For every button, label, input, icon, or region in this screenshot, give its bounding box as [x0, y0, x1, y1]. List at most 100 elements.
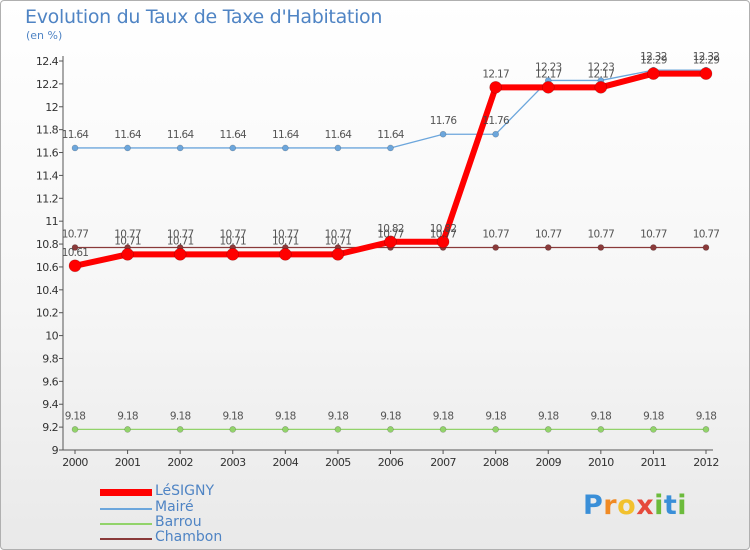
- legend-label-lesigny: LéSIGNY: [155, 483, 215, 499]
- data-point-barrou: [650, 426, 657, 433]
- data-label-maire: 11.64: [272, 129, 300, 141]
- data-label-barrou: 9.18: [65, 410, 86, 422]
- data-point-barrou: [282, 426, 289, 433]
- x-tick-label: 2012: [693, 456, 719, 469]
- data-point-barrou: [229, 426, 237, 433]
- legend-swatch-lesigny: [100, 489, 152, 496]
- y-tick-label: 11: [45, 215, 58, 228]
- y-tick-label: 12.2: [36, 78, 58, 91]
- data-label-lesigny: 12.29: [640, 55, 667, 67]
- x-tick-label: 2001: [115, 456, 141, 469]
- data-label-chambon: 10.77: [377, 228, 404, 240]
- data-point-maire: [387, 144, 394, 152]
- data-label-barrou: 9.18: [380, 410, 401, 422]
- data-point-barrou: [334, 426, 342, 433]
- data-point-barrou: [176, 426, 184, 433]
- data-label-lesigny: 10.82: [430, 223, 457, 235]
- data-label-lesigny: 12.29: [693, 55, 720, 67]
- data-label-chambon: 10.77: [430, 228, 457, 240]
- data-point-chambon: [597, 244, 605, 251]
- data-point-maire: [334, 144, 342, 152]
- data-point-lesigny: [279, 248, 292, 261]
- data-point-barrou: [597, 426, 605, 433]
- data-label-barrou: 9.18: [538, 410, 559, 422]
- x-tick-label: 2003: [220, 456, 246, 469]
- x-tick-label: 2007: [430, 456, 456, 469]
- data-label-maire: 11.64: [62, 129, 90, 141]
- data-label-chambon: 10.77: [325, 228, 352, 240]
- data-label-chambon: 10.77: [640, 228, 667, 240]
- y-tick-label: 12.4: [36, 55, 59, 68]
- y-tick-label: 9.2: [42, 421, 58, 434]
- data-label-barrou: 9.18: [485, 410, 506, 422]
- legend-swatch-barrou: [100, 523, 152, 525]
- data-point-barrou: [71, 426, 79, 433]
- data-label-barrou: 9.18: [696, 410, 717, 422]
- data-point-maire: [229, 144, 237, 152]
- y-tick-label: 11.2: [36, 192, 58, 205]
- y-tick-label: 11.4: [36, 169, 59, 182]
- data-point-maire: [282, 144, 289, 152]
- x-tick-label: 2005: [325, 456, 351, 469]
- data-point-barrou: [124, 426, 131, 433]
- x-tick-label: 2002: [167, 456, 193, 469]
- data-label-lesigny: 10.61: [62, 247, 89, 259]
- data-label-lesigny: 12.17: [482, 68, 509, 80]
- x-tick-label: 2000: [62, 456, 88, 469]
- data-label-barrou: 9.18: [170, 410, 191, 422]
- data-label-chambon: 10.77: [219, 228, 246, 240]
- data-point-chambon: [71, 244, 79, 251]
- data-label-chambon: 10.77: [114, 228, 141, 240]
- data-label-barrou: 9.18: [643, 410, 664, 422]
- data-point-barrou: [702, 426, 710, 433]
- x-tick-label: 2011: [641, 456, 667, 469]
- data-label-maire: 12.32: [693, 51, 720, 63]
- data-point-chambon: [702, 244, 710, 251]
- y-tick-label: 11.6: [36, 147, 59, 160]
- legend-swatch-maire: [100, 508, 152, 510]
- data-point-barrou: [492, 426, 499, 433]
- legend-label-barrou: Barrou: [155, 514, 202, 530]
- data-point-maire: [124, 144, 131, 152]
- data-label-chambon: 10.77: [62, 228, 89, 240]
- x-tick-label: 2009: [535, 456, 561, 469]
- data-label-barrou: 9.18: [433, 410, 454, 422]
- data-point-lesigny: [436, 235, 450, 249]
- data-label-lesigny: 10.71: [219, 235, 246, 247]
- x-tick-label: 2008: [483, 456, 509, 469]
- data-point-chambon: [544, 244, 552, 251]
- data-label-maire: 12.32: [640, 51, 667, 63]
- y-tick-label: 10.8: [36, 238, 59, 251]
- data-label-barrou: 9.18: [591, 410, 612, 422]
- data-label-chambon: 10.77: [272, 228, 299, 240]
- y-tick-label: 10.2: [36, 307, 58, 320]
- legend-swatch-chambon: [100, 538, 152, 540]
- data-point-lesigny: [226, 248, 240, 261]
- data-label-chambon: 10.77: [588, 228, 615, 240]
- data-point-barrou: [387, 426, 394, 433]
- data-label-lesigny: 10.71: [167, 235, 194, 247]
- data-label-maire: 12.23: [535, 61, 562, 73]
- data-label-barrou: 9.18: [275, 410, 296, 422]
- data-label-lesigny: 10.82: [377, 223, 404, 235]
- data-label-maire: 11.64: [167, 129, 195, 141]
- data-point-maire: [71, 144, 79, 152]
- y-tick-label: 9: [52, 444, 59, 457]
- data-point-maire: [176, 144, 184, 152]
- data-point-lesigny: [647, 67, 660, 80]
- data-point-barrou: [544, 426, 552, 433]
- data-label-barrou: 9.18: [222, 410, 243, 422]
- data-label-maire: 11.64: [377, 129, 405, 141]
- x-tick-label: 2004: [273, 456, 299, 469]
- y-tick-label: 11.8: [36, 124, 59, 137]
- y-tick-label: 9.4: [42, 398, 58, 411]
- y-tick-label: 9.8: [42, 352, 58, 365]
- data-label-chambon: 10.77: [167, 228, 194, 240]
- data-label-maire: 11.64: [325, 129, 353, 141]
- data-label-maire: 12.23: [588, 61, 615, 73]
- data-point-lesigny: [121, 248, 134, 261]
- data-point-lesigny: [173, 248, 187, 261]
- data-label-maire: 11.64: [219, 129, 247, 141]
- data-label-maire: 11.76: [482, 115, 510, 127]
